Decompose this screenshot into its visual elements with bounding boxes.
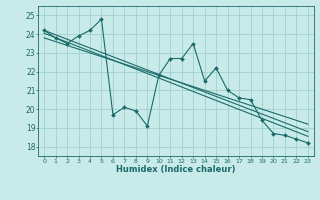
X-axis label: Humidex (Indice chaleur): Humidex (Indice chaleur)	[116, 165, 236, 174]
